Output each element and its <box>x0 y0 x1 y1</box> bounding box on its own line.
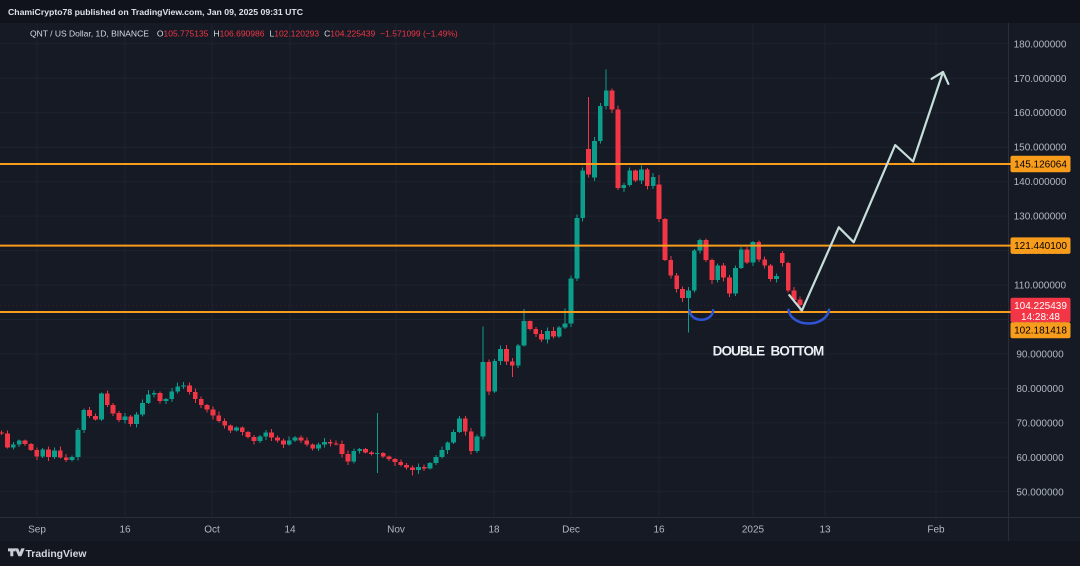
svg-text:Sep: Sep <box>28 525 46 536</box>
svg-text:14:28:48: 14:28:48 <box>1021 312 1060 323</box>
svg-text:Feb: Feb <box>927 525 945 536</box>
svg-text:121.440100: 121.440100 <box>1014 241 1067 252</box>
svg-text:170.000000: 170.000000 <box>1014 74 1067 85</box>
svg-text:180.000000: 180.000000 <box>1014 39 1067 50</box>
svg-text:Oct: Oct <box>204 525 220 536</box>
svg-text:160.000000: 160.000000 <box>1014 108 1067 119</box>
svg-text:130.000000: 130.000000 <box>1014 212 1067 223</box>
svg-text:70.000000: 70.000000 <box>1016 418 1064 429</box>
svg-text:145.126064: 145.126064 <box>1014 160 1067 171</box>
svg-text:102.181418: 102.181418 <box>1014 326 1067 337</box>
svg-text:16: 16 <box>119 525 131 536</box>
svg-text:13: 13 <box>819 525 831 536</box>
svg-text:Dec: Dec <box>562 525 580 536</box>
svg-text:18: 18 <box>488 525 500 536</box>
svg-text:60.000000: 60.000000 <box>1016 453 1064 464</box>
svg-text:16: 16 <box>653 525 665 536</box>
svg-text:150.000000: 150.000000 <box>1014 143 1067 154</box>
svg-text:14: 14 <box>284 525 296 536</box>
svg-text:DOUBLE BOTTOM: DOUBLE BOTTOM <box>713 344 824 359</box>
svg-text:104.225439: 104.225439 <box>1014 301 1067 312</box>
svg-text:80.000000: 80.000000 <box>1016 384 1064 395</box>
svg-text:Nov: Nov <box>387 525 405 536</box>
svg-text:ChamiCrypto78 published on Tra: ChamiCrypto78 published on TradingView.c… <box>8 7 304 17</box>
svg-text:50.000000: 50.000000 <box>1016 487 1064 498</box>
svg-text:2025: 2025 <box>742 525 765 536</box>
svg-text:140.000000: 140.000000 <box>1014 177 1067 188</box>
svg-text:110.000000: 110.000000 <box>1014 281 1067 292</box>
svg-text:90.000000: 90.000000 <box>1016 350 1064 361</box>
svg-text:TradingView: TradingView <box>26 549 88 560</box>
